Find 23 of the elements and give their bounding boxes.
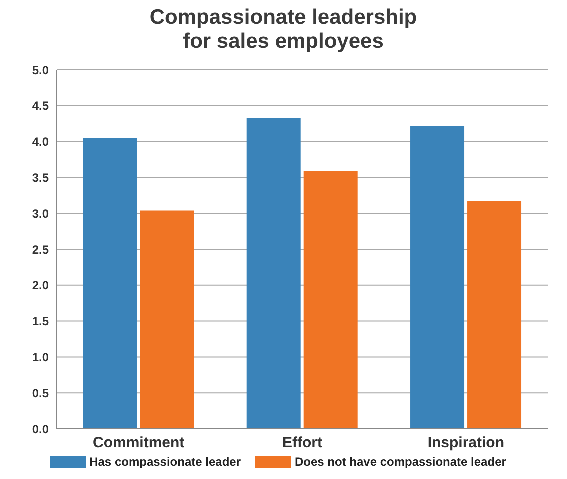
y-tick-label: 2.0 [32,278,50,293]
y-tick-label: 1.5 [32,314,50,329]
y-tick-label: 3.0 [32,206,50,221]
y-tick-label: 4.0 [32,135,50,150]
legend-label: Does not have compassionate leader [295,455,506,469]
y-tick-label: 4.5 [32,99,50,114]
bar [83,138,138,429]
chart-title: Compassionate leadership for sales employees [148,6,418,54]
y-tick-label: 1.0 [32,350,50,364]
x-tick-label: Inspiration [428,434,505,452]
bar [246,118,301,429]
y-tick-label: 5.0 [32,63,50,78]
x-tick-label: Commitment [92,434,185,452]
bar [410,126,465,429]
y-tick-label: 0.5 [32,386,50,400]
legend-label: Has compassionate leader [90,455,241,469]
bar [304,171,358,429]
bar [140,210,194,429]
y-tick-label: 3.5 [32,170,50,185]
y-tick-label: 0.0 [32,422,50,436]
x-tick-label: Effort [282,434,322,452]
bar [468,201,522,429]
y-tick-label: 2.5 [32,242,50,257]
